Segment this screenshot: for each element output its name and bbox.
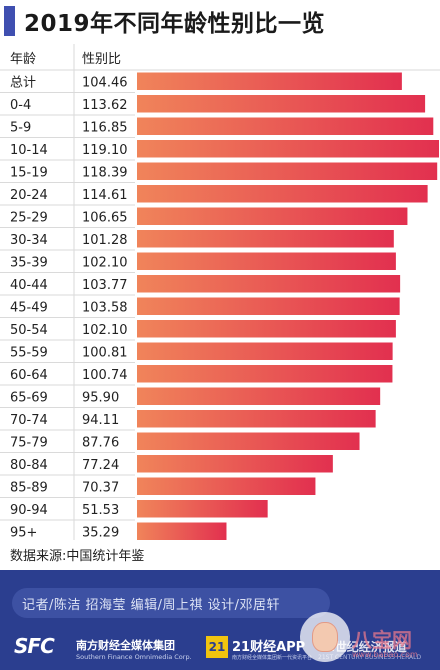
column-header-age: 年龄 [10, 52, 36, 67]
value-label: 103.58 [82, 300, 128, 315]
title-bar: 2019年不同年龄性别比一览 [0, 0, 440, 42]
value-label: 102.10 [82, 255, 128, 270]
bar [137, 387, 381, 405]
page-title: 2019年不同年龄性别比一览 [24, 11, 326, 37]
category-label: 20-24 [10, 188, 48, 203]
title-accent-bar [4, 6, 15, 36]
bar [137, 162, 438, 180]
sfc-logo: SFC [14, 634, 55, 658]
bar [137, 320, 396, 338]
value-label: 77.24 [82, 458, 119, 473]
value-label: 106.65 [82, 210, 128, 225]
value-label: 70.37 [82, 480, 119, 495]
sfc-logo-chinese: 南方财经全媒体集团 [76, 639, 175, 652]
value-label: 119.10 [82, 143, 128, 158]
bar [137, 72, 402, 90]
category-label: 70-74 [10, 413, 48, 428]
value-label: 94.11 [82, 413, 119, 428]
category-label: 45-49 [10, 300, 48, 315]
chart-area: 年龄 性别比总计 104.46 0-4 113.62 5-9 116.85 10-14 119.… [0, 44, 440, 540]
value-label: 103.77 [82, 278, 128, 293]
app21-logo-mark: 21 [206, 636, 228, 658]
bar [137, 185, 428, 203]
sfc-logo-english: Southern Finance Omnimedia Corp. [76, 653, 192, 661]
value-label: 113.62 [82, 98, 128, 113]
watermark-url: www.babao.com [352, 650, 418, 659]
column-header-ratio: 性别比 [82, 52, 121, 67]
category-label: 95+ [10, 525, 37, 540]
category-label: 85-89 [10, 480, 48, 495]
bar [137, 275, 401, 293]
category-label: 65-69 [10, 390, 48, 405]
category-label: 25-29 [10, 210, 48, 225]
bar [137, 117, 434, 135]
app21-logo-text: 21财经APP [232, 640, 306, 655]
value-label: 104.46 [82, 75, 128, 90]
category-label: 50-54 [10, 323, 48, 338]
bar [137, 365, 393, 383]
category-label: 10-14 [10, 143, 48, 158]
bar [137, 297, 400, 315]
category-label: 55-59 [10, 345, 48, 360]
category-label: 5-9 [10, 120, 31, 135]
value-label: 116.85 [82, 120, 128, 135]
category-label: 80-84 [10, 458, 48, 473]
category-label: 35-39 [10, 255, 48, 270]
category-label: 90-94 [10, 503, 48, 518]
bar [137, 500, 268, 518]
value-label: 100.74 [82, 368, 128, 383]
app21-logo-subtitle: 南方财经全媒体集团新一代资讯平台 [232, 655, 313, 661]
bar [137, 432, 360, 450]
category-label: 0-4 [10, 98, 31, 113]
bar [137, 230, 394, 248]
bar [137, 342, 393, 360]
watermark-text: 八宝网 [352, 628, 412, 652]
value-label: 87.76 [82, 435, 119, 450]
credits-text: 记者/陈洁 招海莹 编辑/周上祺 设计/邓居轩 [22, 598, 281, 613]
bar [137, 477, 316, 495]
credits-pill [12, 588, 330, 618]
footer-banner: 记者/陈洁 招海莹 编辑/周上祺 设计/邓居轩 SFC 南方财经全媒体集团 So… [0, 570, 440, 670]
category-label: 总计 [10, 75, 36, 90]
value-label: 118.39 [82, 165, 128, 180]
bar [137, 95, 426, 113]
value-label: 101.28 [82, 233, 128, 248]
data-source-note: 数据来源:中国统计年鉴 [10, 549, 145, 564]
value-label: 35.29 [82, 525, 119, 540]
value-label: 51.53 [82, 503, 119, 518]
bar [137, 140, 439, 158]
category-label: 75-79 [10, 435, 48, 450]
category-label: 40-44 [10, 278, 48, 293]
bar [137, 252, 396, 270]
bar [137, 207, 408, 225]
bar [137, 410, 376, 428]
category-label: 15-19 [10, 165, 48, 180]
bar [137, 455, 333, 473]
category-label: 60-64 [10, 368, 48, 383]
watermark-face-icon [312, 622, 338, 652]
value-label: 114.61 [82, 188, 128, 203]
bar [137, 522, 227, 540]
herald-logo-english: 21ST CENTURY BUSINESS HERALD [318, 654, 422, 661]
value-label: 102.10 [82, 323, 128, 338]
category-label: 30-34 [10, 233, 48, 248]
value-label: 100.81 [82, 345, 128, 360]
value-label: 95.90 [82, 390, 119, 405]
